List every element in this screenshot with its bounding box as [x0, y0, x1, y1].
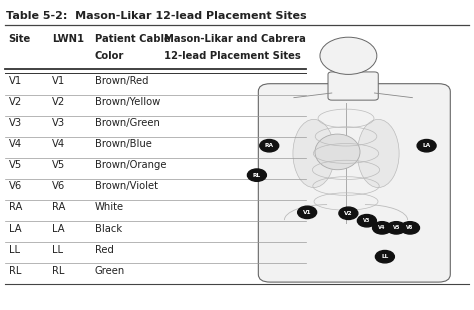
- Text: V5: V5: [52, 160, 65, 170]
- Text: LL: LL: [381, 254, 389, 259]
- Text: Brown/Green: Brown/Green: [95, 118, 160, 128]
- Text: V2: V2: [344, 211, 353, 216]
- Text: V4: V4: [52, 139, 65, 149]
- Text: LWN1: LWN1: [52, 34, 84, 44]
- Text: RA: RA: [52, 202, 65, 212]
- Text: Brown/Blue: Brown/Blue: [95, 139, 152, 149]
- Text: V5: V5: [9, 160, 22, 170]
- Text: RL: RL: [9, 266, 21, 276]
- Circle shape: [375, 250, 394, 263]
- Text: White: White: [95, 202, 124, 212]
- Text: RA: RA: [265, 143, 273, 148]
- Text: Site: Site: [9, 34, 31, 44]
- Text: Black: Black: [95, 224, 122, 233]
- Circle shape: [401, 222, 419, 234]
- Text: Brown/Red: Brown/Red: [95, 76, 148, 86]
- Text: V2: V2: [9, 97, 22, 107]
- Text: RL: RL: [253, 173, 261, 178]
- Text: V1: V1: [9, 76, 22, 86]
- Text: V6: V6: [406, 225, 414, 230]
- Text: V3: V3: [363, 218, 371, 223]
- Circle shape: [417, 140, 436, 152]
- Text: V4: V4: [378, 225, 386, 230]
- Text: V6: V6: [9, 181, 22, 191]
- Text: V2: V2: [52, 97, 65, 107]
- Text: Table 5-2:  Mason-Likar 12-lead Placement Sites: Table 5-2: Mason-Likar 12-lead Placement…: [6, 11, 306, 21]
- Text: RA: RA: [9, 202, 22, 212]
- Text: LL: LL: [52, 245, 63, 255]
- Text: LA: LA: [9, 224, 21, 233]
- Circle shape: [373, 222, 392, 234]
- Circle shape: [387, 222, 406, 234]
- Text: Green: Green: [95, 266, 125, 276]
- Ellipse shape: [293, 119, 335, 188]
- Text: V3: V3: [52, 118, 65, 128]
- Ellipse shape: [315, 134, 360, 170]
- Text: 12-lead Placement Sites: 12-lead Placement Sites: [164, 51, 301, 61]
- Text: V1: V1: [52, 76, 65, 86]
- Text: V5: V5: [392, 225, 400, 230]
- Text: Patient Cable: Patient Cable: [95, 34, 171, 44]
- Text: RL: RL: [52, 266, 64, 276]
- Text: LL: LL: [9, 245, 19, 255]
- Text: Mason-Likar and Cabrera: Mason-Likar and Cabrera: [164, 34, 305, 44]
- Text: Color: Color: [95, 51, 124, 61]
- FancyBboxPatch shape: [328, 72, 378, 100]
- FancyBboxPatch shape: [258, 84, 450, 282]
- Text: Brown/Yellow: Brown/Yellow: [95, 97, 160, 107]
- Text: Brown/Violet: Brown/Violet: [95, 181, 158, 191]
- Circle shape: [320, 37, 377, 74]
- Text: V3: V3: [9, 118, 22, 128]
- Ellipse shape: [357, 119, 399, 188]
- Text: LA: LA: [422, 143, 431, 148]
- Text: V1: V1: [303, 210, 311, 215]
- Text: V4: V4: [9, 139, 22, 149]
- Circle shape: [247, 169, 266, 181]
- Circle shape: [357, 215, 376, 227]
- Circle shape: [298, 206, 317, 219]
- Text: Brown/Orange: Brown/Orange: [95, 160, 166, 170]
- Circle shape: [339, 207, 358, 219]
- Text: LA: LA: [52, 224, 65, 233]
- Circle shape: [260, 140, 279, 152]
- Text: Red: Red: [95, 245, 114, 255]
- Text: V6: V6: [52, 181, 65, 191]
